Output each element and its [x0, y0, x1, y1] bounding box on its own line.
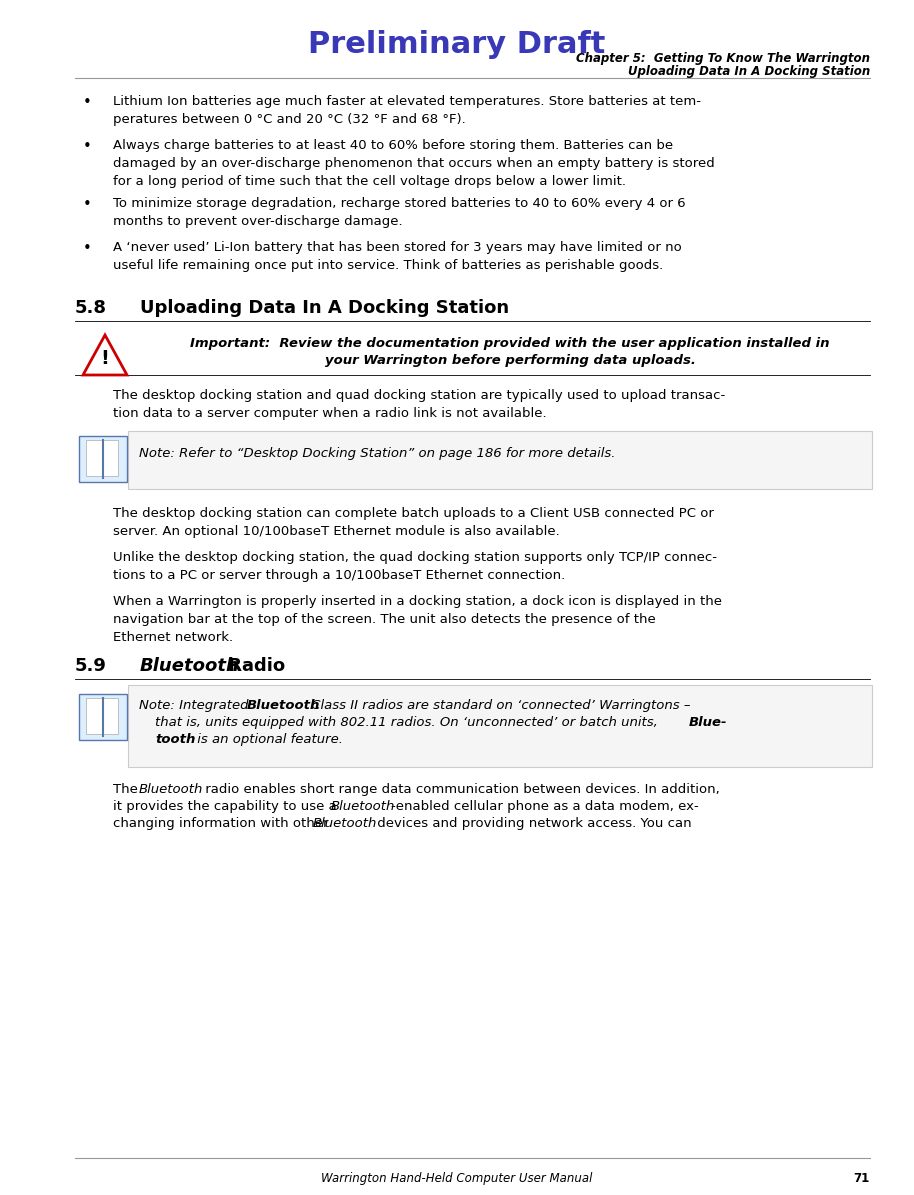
Text: Uploading Data In A Docking Station: Uploading Data In A Docking Station: [628, 65, 870, 78]
Text: •: •: [83, 241, 91, 256]
Text: changing information with other: changing information with other: [113, 817, 333, 831]
FancyBboxPatch shape: [79, 436, 127, 482]
Text: devices and providing network access. You can: devices and providing network access. Yo…: [373, 817, 692, 831]
Text: that is, units equipped with 802.11 radios. On ‘unconnected’ or batch units,: that is, units equipped with 802.11 radi…: [155, 716, 662, 729]
Text: it provides the capability to use a: it provides the capability to use a: [113, 799, 341, 813]
Text: The desktop docking station can complete batch uploads to a Client USB connected: The desktop docking station can complete…: [113, 507, 714, 538]
FancyBboxPatch shape: [86, 440, 118, 476]
Text: Blue-: Blue-: [689, 716, 728, 729]
Text: your Warrington before performing data uploads.: your Warrington before performing data u…: [324, 354, 696, 367]
Text: 5.9: 5.9: [75, 657, 107, 675]
Text: Radio: Radio: [222, 657, 285, 675]
Text: Uploading Data In A Docking Station: Uploading Data In A Docking Station: [140, 299, 509, 317]
Text: Bluetooth: Bluetooth: [139, 783, 204, 796]
Polygon shape: [83, 335, 127, 375]
Text: Note: Refer to “Desktop Docking Station” on page 186 for more details.: Note: Refer to “Desktop Docking Station”…: [139, 447, 615, 460]
FancyBboxPatch shape: [128, 685, 872, 767]
Text: radio enables short range data communication between devices. In addition,: radio enables short range data communica…: [201, 783, 719, 796]
Text: •: •: [83, 139, 91, 154]
Text: Bluetooth: Bluetooth: [247, 699, 321, 712]
Text: Class II radios are standard on ‘connected’ Warringtons –: Class II radios are standard on ‘connect…: [307, 699, 690, 712]
FancyBboxPatch shape: [128, 431, 872, 489]
Text: Note: Integrated: Note: Integrated: [139, 699, 253, 712]
Text: When a Warrington is properly inserted in a docking station, a dock icon is disp: When a Warrington is properly inserted i…: [113, 595, 722, 644]
Text: Always charge batteries to at least 40 to 60% before storing them. Batteries can: Always charge batteries to at least 40 t…: [113, 139, 715, 188]
Text: Lithium Ion batteries age much faster at elevated temperatures. Store batteries : Lithium Ion batteries age much faster at…: [113, 94, 701, 125]
Text: Bluetooth: Bluetooth: [313, 817, 377, 831]
Text: Preliminary Draft: Preliminary Draft: [308, 30, 606, 59]
Text: 71: 71: [854, 1172, 870, 1185]
Text: Bluetooth: Bluetooth: [140, 657, 239, 675]
Text: To minimize storage degradation, recharge stored batteries to 40 to 60% every 4 : To minimize storage degradation, recharg…: [113, 197, 686, 228]
Text: Warrington Hand-Held Computer User Manual: Warrington Hand-Held Computer User Manua…: [322, 1172, 592, 1185]
Text: Chapter 5:  Getting To Know The Warrington: Chapter 5: Getting To Know The Warringto…: [576, 53, 870, 65]
FancyBboxPatch shape: [86, 698, 118, 734]
Text: Bluetooth: Bluetooth: [331, 799, 396, 813]
Text: The: The: [113, 783, 142, 796]
Text: •: •: [83, 197, 91, 212]
Text: A ‘never used’ Li-Ion battery that has been stored for 3 years may have limited : A ‘never used’ Li-Ion battery that has b…: [113, 241, 682, 272]
Text: •: •: [83, 94, 91, 110]
Text: !: !: [101, 349, 110, 368]
Text: Unlike the desktop docking station, the quad docking station supports only TCP/I: Unlike the desktop docking station, the …: [113, 551, 717, 582]
Text: tooth: tooth: [155, 733, 196, 746]
Text: Important:  Review the documentation provided with the user application installe: Important: Review the documentation prov…: [190, 337, 830, 350]
Text: -enabled cellular phone as a data modem, ex-: -enabled cellular phone as a data modem,…: [391, 799, 698, 813]
Text: The desktop docking station and quad docking station are typically used to uploa: The desktop docking station and quad doc…: [113, 390, 725, 419]
Text: 5.8: 5.8: [75, 299, 107, 317]
FancyBboxPatch shape: [79, 694, 127, 740]
Text: is an optional feature.: is an optional feature.: [193, 733, 343, 746]
